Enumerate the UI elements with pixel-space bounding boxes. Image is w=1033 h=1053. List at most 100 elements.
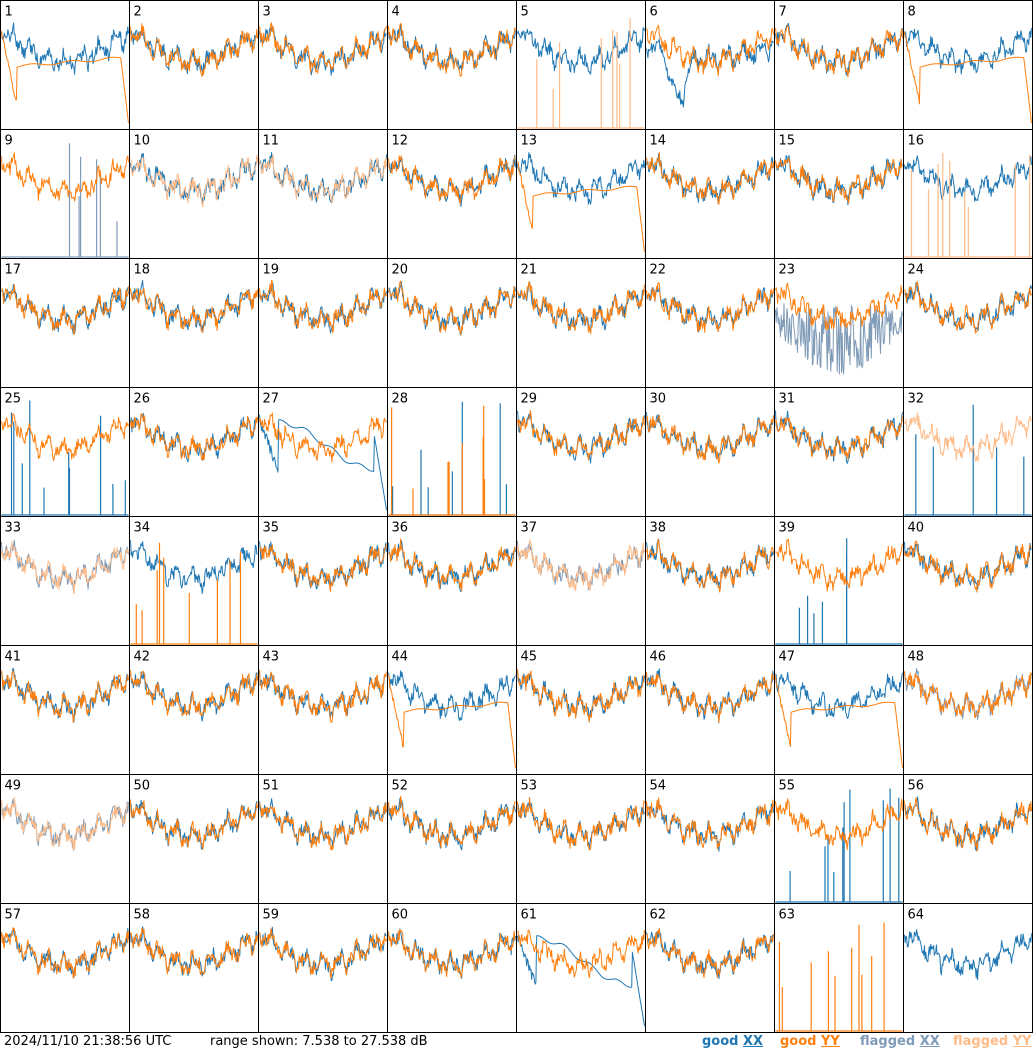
panel-23: 23 bbox=[774, 258, 904, 388]
panel-label: 1 bbox=[5, 5, 13, 20]
panel-label: 12 bbox=[392, 134, 409, 149]
yy-trace bbox=[646, 671, 774, 723]
yy-trace bbox=[646, 282, 774, 333]
panel-border bbox=[258, 0, 388, 130]
xx-trace bbox=[646, 38, 774, 108]
yy-trace bbox=[517, 281, 645, 335]
panel-18: 18 bbox=[129, 258, 259, 388]
yy-trace bbox=[1, 541, 129, 595]
panel-26: 26 bbox=[129, 387, 259, 517]
yy-trace bbox=[775, 798, 903, 850]
yy-trace bbox=[1, 797, 129, 851]
xx-trace bbox=[775, 303, 903, 375]
panel-20: 20 bbox=[387, 258, 517, 388]
yy-trace bbox=[130, 23, 258, 77]
yy-trace bbox=[388, 928, 516, 978]
panel-label: 27 bbox=[263, 392, 280, 407]
panel-border bbox=[645, 387, 775, 517]
panel-49: 49 bbox=[0, 774, 130, 904]
yy-trace bbox=[646, 539, 774, 593]
panel-label: 23 bbox=[779, 263, 796, 278]
panel-border bbox=[645, 645, 775, 775]
timestamp: 2024/11/10 21:38:56 UTC bbox=[4, 1034, 172, 1049]
yy-trace bbox=[130, 154, 258, 208]
panel-border bbox=[258, 903, 388, 1033]
panel-3: 3 bbox=[258, 0, 388, 130]
yy-trace bbox=[259, 669, 387, 723]
panel-border bbox=[0, 129, 130, 259]
panel-border bbox=[903, 387, 1033, 517]
yy-spikes bbox=[775, 922, 903, 1032]
panel-border bbox=[774, 129, 904, 259]
panel-label: 19 bbox=[263, 263, 280, 278]
panel-label: 37 bbox=[521, 521, 538, 536]
yy-trace bbox=[1, 152, 129, 202]
panel-label: 47 bbox=[779, 650, 796, 665]
panel-31: 31 bbox=[774, 387, 904, 517]
panel-border bbox=[774, 387, 904, 517]
panel-39: 39 bbox=[774, 516, 904, 646]
panel-label: 11 bbox=[263, 134, 280, 149]
yy-trace bbox=[130, 799, 258, 850]
panel-label: 40 bbox=[908, 521, 925, 536]
panel-border bbox=[387, 774, 517, 904]
panel-label: 51 bbox=[263, 779, 280, 794]
panel-border bbox=[516, 387, 646, 517]
panel-55: 55 bbox=[774, 774, 904, 904]
yy-trace bbox=[517, 796, 645, 851]
panel-label: 57 bbox=[5, 908, 22, 923]
panel-61: 61 bbox=[516, 903, 646, 1033]
panel-label: 20 bbox=[392, 263, 409, 278]
panel-50: 50 bbox=[129, 774, 259, 904]
xx-trace bbox=[1, 22, 129, 75]
yy-trace bbox=[259, 154, 387, 204]
xx-trace bbox=[904, 155, 1032, 202]
panel-label: 52 bbox=[392, 779, 409, 794]
panel-30: 30 bbox=[645, 387, 775, 517]
yy-trace bbox=[1, 284, 129, 335]
panel-16: 16 bbox=[903, 129, 1033, 259]
yy-trace bbox=[904, 412, 1032, 462]
panel-label: 18 bbox=[134, 263, 151, 278]
panel-label: 28 bbox=[392, 392, 409, 407]
xx-spikes bbox=[1, 400, 129, 516]
yy-trace bbox=[775, 416, 903, 460]
panel-border bbox=[258, 645, 388, 775]
panel-14: 14 bbox=[645, 129, 775, 259]
legend-key: YY bbox=[1012, 1034, 1032, 1049]
panel-label: 64 bbox=[908, 908, 925, 923]
panel-label: 36 bbox=[392, 521, 409, 536]
panel-6: 6 bbox=[645, 0, 775, 130]
panel-label: 16 bbox=[908, 134, 925, 149]
panel-8: 8 bbox=[903, 0, 1033, 130]
panel-border bbox=[645, 0, 775, 130]
xx-spikes bbox=[1, 143, 129, 258]
panel-label: 21 bbox=[521, 263, 538, 278]
panel-border bbox=[0, 774, 130, 904]
xx-trace bbox=[130, 540, 258, 594]
range-shown: range shown: 7.538 to 27.538 dB bbox=[210, 1034, 428, 1049]
panel-46: 46 bbox=[645, 645, 775, 775]
yy-trace bbox=[259, 544, 387, 592]
panel-40: 40 bbox=[903, 516, 1033, 646]
panel-48: 48 bbox=[903, 645, 1033, 775]
panel-border bbox=[0, 0, 130, 130]
yy-trace bbox=[517, 539, 645, 592]
panel-border bbox=[258, 516, 388, 646]
panel-29: 29 bbox=[516, 387, 646, 517]
panel-label: 25 bbox=[5, 392, 22, 407]
panel-label: 2 bbox=[134, 5, 142, 20]
yy-trace bbox=[517, 410, 645, 461]
panel-label: 50 bbox=[134, 779, 151, 794]
panel-label: 48 bbox=[908, 650, 925, 665]
panel-label: 3 bbox=[263, 5, 271, 20]
panel-label: 60 bbox=[392, 908, 409, 923]
panel-32: 32 bbox=[903, 387, 1033, 517]
panel-42: 42 bbox=[129, 645, 259, 775]
panel-44: 44 bbox=[387, 645, 517, 775]
panel-label: 32 bbox=[908, 392, 925, 407]
panel-label: 63 bbox=[779, 908, 796, 923]
yy-trace bbox=[904, 671, 1032, 719]
panel-border bbox=[516, 0, 646, 130]
panel-label: 13 bbox=[521, 134, 538, 149]
